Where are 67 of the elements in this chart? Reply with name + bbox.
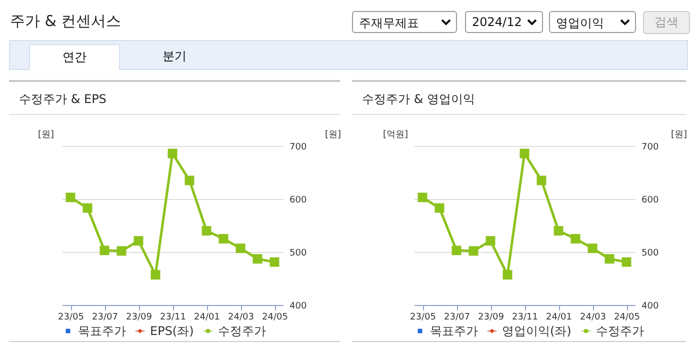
text: 분기 bbox=[162, 48, 188, 65]
legend-label: EPS(좌) bbox=[150, 324, 194, 338]
y2-tick-label: 700 bbox=[290, 142, 307, 152]
x-tick-label: 23/05 bbox=[410, 312, 436, 322]
x-tick-label: 23/07 bbox=[92, 312, 118, 322]
point bbox=[236, 244, 246, 254]
text: 주가 & 컨센서스 bbox=[10, 12, 122, 31]
x-tick-label: 24/03 bbox=[580, 312, 606, 322]
point bbox=[418, 192, 428, 202]
point bbox=[82, 203, 92, 213]
point bbox=[134, 236, 144, 246]
text: 2024/12 bbox=[472, 15, 522, 29]
x-tick-label: 23/11 bbox=[512, 312, 538, 322]
y2-tick-label: 600 bbox=[642, 196, 659, 206]
point bbox=[168, 148, 178, 158]
text: 연간 bbox=[29, 44, 120, 70]
y2-axis-title: [원] bbox=[671, 129, 688, 141]
y2-tick-label: 600 bbox=[290, 196, 307, 206]
point bbox=[502, 270, 512, 280]
point bbox=[202, 226, 212, 236]
x-tick-label: 23/09 bbox=[126, 312, 152, 322]
x-tick-label: 24/01 bbox=[546, 312, 572, 322]
legend-label: 목표주가 bbox=[430, 324, 478, 338]
point bbox=[150, 270, 160, 280]
y-axis-title: [억원] bbox=[383, 129, 408, 141]
point bbox=[468, 246, 478, 256]
point bbox=[520, 148, 530, 158]
point bbox=[184, 176, 194, 186]
x-tick-label: 23/05 bbox=[58, 312, 84, 322]
chart-title: 수정주가 & EPS bbox=[9, 82, 340, 115]
y2-tick-label: 500 bbox=[642, 248, 659, 258]
chart-title: 수정주가 & 영업이익 bbox=[352, 82, 686, 115]
x-tick-label: 24/03 bbox=[228, 312, 254, 322]
point bbox=[66, 192, 76, 202]
legend-label: 목표주가 bbox=[78, 324, 126, 338]
point bbox=[536, 176, 546, 186]
point bbox=[452, 246, 462, 256]
x-tick-label: 24/05 bbox=[614, 312, 640, 322]
x-tick-label: 23/07 bbox=[444, 312, 470, 322]
text: 주재무제표 bbox=[359, 16, 419, 30]
point bbox=[570, 234, 580, 244]
point bbox=[270, 257, 280, 267]
legend-label: 수정주가 bbox=[596, 324, 644, 338]
point bbox=[622, 257, 632, 267]
legend-label: 영업이익(좌) bbox=[502, 324, 572, 338]
x-tick-label: 24/01 bbox=[194, 312, 220, 322]
y2-tick-label: 700 bbox=[642, 142, 659, 152]
point bbox=[588, 244, 598, 254]
point bbox=[252, 254, 262, 264]
point bbox=[434, 203, 444, 213]
x-tick-label: 23/09 bbox=[478, 312, 504, 322]
point bbox=[604, 254, 614, 264]
y2-axis-title: [원] bbox=[325, 129, 342, 141]
y2-tick-label: 400 bbox=[290, 302, 307, 312]
point bbox=[554, 226, 564, 236]
y-axis-title: [원] bbox=[38, 129, 54, 141]
y2-tick-label: 500 bbox=[290, 248, 307, 258]
x-tick-label: 24/05 bbox=[262, 312, 288, 322]
text: 검색 bbox=[643, 11, 690, 34]
x-tick-label: 23/11 bbox=[160, 312, 186, 322]
point bbox=[486, 236, 496, 246]
y2-tick-label: 400 bbox=[642, 302, 659, 312]
point bbox=[100, 246, 110, 256]
point bbox=[116, 246, 126, 256]
point bbox=[218, 234, 228, 244]
text: 영업이익 bbox=[556, 16, 604, 30]
legend-label: 수정주가 bbox=[218, 324, 266, 338]
